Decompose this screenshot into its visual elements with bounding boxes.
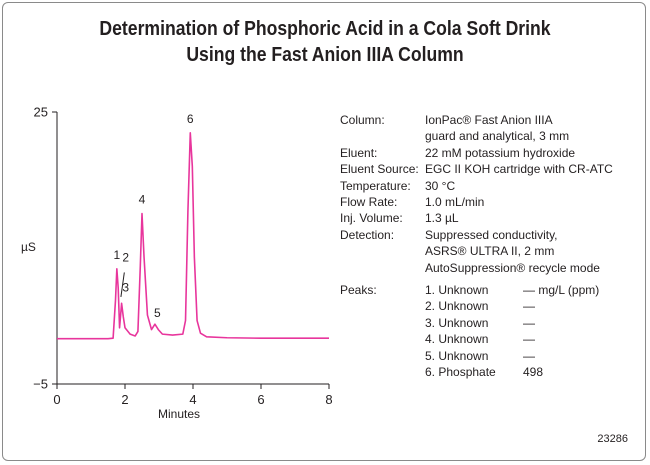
condition-label: Temperature: xyxy=(340,178,411,193)
figure-id: 23286 xyxy=(597,433,628,445)
peaks-label xyxy=(340,315,425,331)
condition-value: 1.3 µL xyxy=(425,211,459,226)
condition-value: 30 °C xyxy=(425,178,456,193)
condition-label: Flow Rate: xyxy=(340,195,398,210)
condition-row: ASRS® ULTRA II, 2 mm xyxy=(340,243,613,259)
peak-row: 2. Unknown — xyxy=(340,298,613,314)
peak-entry: 5. Unknown — xyxy=(425,348,535,364)
y-tick-label: −5 xyxy=(33,377,48,392)
peak-entry: 6. Phosphate 498 xyxy=(425,364,543,380)
peak-entry: 3. Unknown — xyxy=(425,315,535,331)
condition-row: guard and analytical, 3 mm xyxy=(340,128,613,144)
x-tick-label: 0 xyxy=(53,392,60,407)
condition-row: Eluent Source: EGC II KOH cartridge with … xyxy=(340,161,613,177)
peak-label-4: 4 xyxy=(139,193,146,207)
condition-label xyxy=(340,243,425,259)
chart-title-line-1: Determination of Phosphoric Acid in a Co… xyxy=(99,18,551,40)
condition-value: EGC II KOH cartridge with CR-ATC xyxy=(425,162,613,177)
condition-label xyxy=(340,260,425,276)
peak-value: — xyxy=(523,299,535,314)
peak-label-2: 2 xyxy=(122,251,129,265)
condition-row: Flow Rate: 1.0 mL/min xyxy=(340,194,613,210)
condition-value: AutoSuppression® recycle mode xyxy=(425,260,600,275)
peak-entry: 2. Unknown — xyxy=(425,298,535,314)
x-tick-label: 4 xyxy=(189,392,196,407)
peak-name: 4. Unknown xyxy=(425,332,489,347)
peaks-label xyxy=(340,348,425,364)
condition-row: Eluent: 22 mM potassium hydroxide xyxy=(340,145,613,161)
peaks-label: Peaks: xyxy=(340,283,377,298)
peak-label-6: 6 xyxy=(187,112,194,126)
peak-labels: 1 2 3 4 5 6 xyxy=(113,112,193,320)
condition-row: Temperature: 30 °C xyxy=(340,178,613,194)
peaks-label xyxy=(340,298,425,314)
conditions-panel: Column: IonPac® Fast Anion IIIA guard and … xyxy=(340,112,613,381)
chart-title-line-2: Using the Fast Anion IIIA Column xyxy=(186,44,464,66)
peak-label-2-leader xyxy=(120,272,125,298)
peak-label-1: 1 xyxy=(113,248,120,262)
chromatogram-trace xyxy=(57,132,329,340)
condition-row: Detection: Suppressed conductivity, xyxy=(340,227,613,243)
peak-name: 5. Unknown xyxy=(425,348,489,363)
peak-name: 2. Unknown xyxy=(425,299,489,314)
condition-row: AutoSuppression® recycle mode xyxy=(340,260,613,276)
peak-row: 3. Unknown — xyxy=(340,315,613,331)
x-tick-label: 6 xyxy=(257,392,264,407)
condition-value: ASRS® ULTRA II, 2 mm xyxy=(425,244,555,259)
x-axis-label: Minutes xyxy=(158,407,200,421)
peak-value: — mg/L (ppm) xyxy=(523,283,600,298)
condition-label: Column: xyxy=(340,113,385,127)
peak-name: 3. Unknown xyxy=(425,315,489,330)
condition-label: Eluent: xyxy=(340,145,378,160)
peak-row: Peaks: 1. Unknown — mg/L (ppm) xyxy=(340,282,613,298)
x-tick-label: 8 xyxy=(325,392,332,407)
peak-row: 6. Phosphate 498 xyxy=(340,364,613,380)
peaks-label xyxy=(340,364,425,380)
peaks-label xyxy=(340,331,425,347)
condition-value: Suppressed conductivity, xyxy=(425,227,558,242)
condition-label: Inj. Volume: xyxy=(340,211,403,226)
y-tick-label: 25 xyxy=(34,105,48,120)
chart-title: Determination of Phosphoric Acid in a Co… xyxy=(39,16,611,68)
traces xyxy=(57,132,329,340)
condition-label: Eluent Source: xyxy=(340,162,419,177)
condition-row: Column: IonPac® Fast Anion IIIA xyxy=(340,112,613,128)
condition-label xyxy=(340,128,425,144)
condition-value: guard and analytical, 3 mm xyxy=(425,129,570,144)
condition-value: IonPac® Fast Anion IIIA xyxy=(425,113,553,127)
peak-label-3: 3 xyxy=(122,281,129,295)
peak-value: — xyxy=(523,315,535,330)
peak-label-5: 5 xyxy=(154,306,161,320)
peak-value: — xyxy=(523,332,535,347)
peak-value: 498 xyxy=(523,365,544,380)
peak-entry: 1. Unknown — mg/L (ppm) xyxy=(425,282,599,298)
condition-value: 1.0 mL/min xyxy=(425,195,485,210)
peak-value: — xyxy=(523,348,535,363)
peak-name: 1. Unknown xyxy=(425,283,489,298)
peak-name: 6. Phosphate xyxy=(425,365,496,380)
peak-entry: 4. Unknown — xyxy=(425,331,535,347)
condition-value: 22 mM potassium hydroxide xyxy=(425,145,576,160)
peak-row: 4. Unknown — xyxy=(340,331,613,347)
peak-row: 5. Unknown — xyxy=(340,348,613,364)
y-axis-label: µS xyxy=(21,240,36,254)
condition-label: Detection: xyxy=(340,227,395,242)
condition-row: Inj. Volume: 1.3 µL xyxy=(340,210,613,226)
figure-frame xyxy=(2,2,646,461)
x-tick-label: 2 xyxy=(121,392,128,407)
